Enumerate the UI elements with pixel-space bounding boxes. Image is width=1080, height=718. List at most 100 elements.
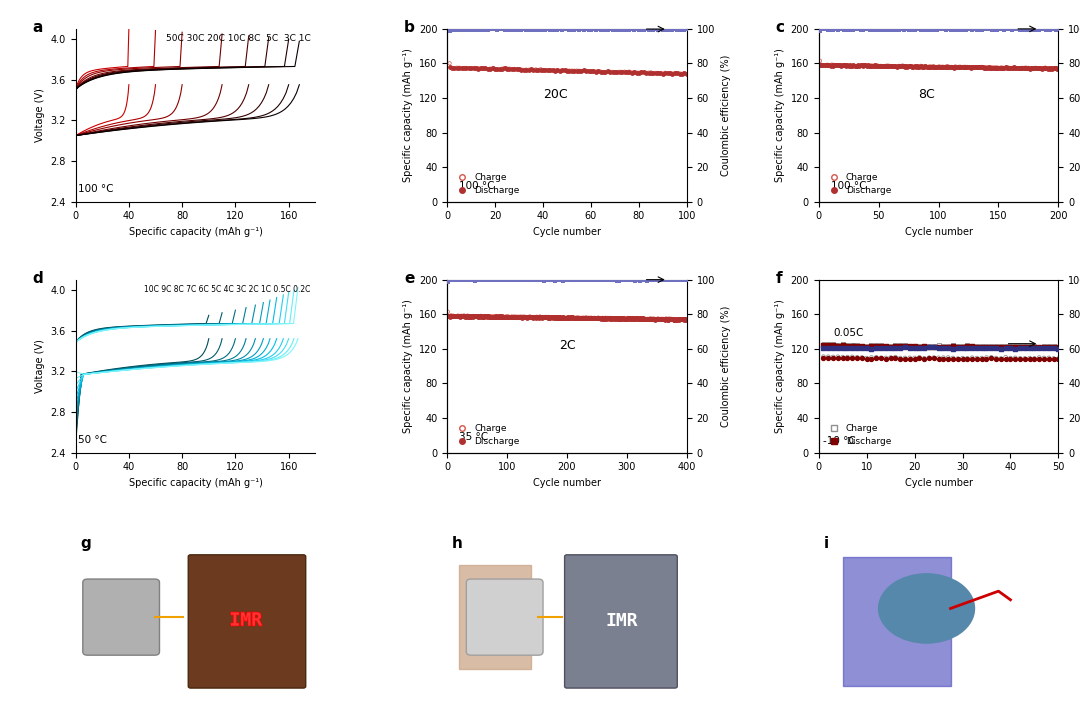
Point <box>557 274 575 286</box>
Point <box>459 310 476 322</box>
Point <box>453 310 470 322</box>
Point <box>949 353 967 365</box>
Point <box>618 313 635 325</box>
Point <box>606 313 623 325</box>
Point <box>1045 353 1063 364</box>
Point <box>536 312 553 323</box>
Point <box>567 312 584 324</box>
Point <box>453 310 470 322</box>
Point <box>849 353 866 364</box>
Point <box>824 338 841 350</box>
Point <box>577 312 594 324</box>
Point <box>973 353 990 364</box>
Point <box>666 314 684 325</box>
Point <box>463 310 481 322</box>
Point <box>530 275 548 286</box>
Point <box>929 61 946 73</box>
Point <box>993 340 1010 352</box>
Point <box>534 274 551 286</box>
Point <box>539 312 556 323</box>
Point <box>659 314 676 325</box>
Point <box>1038 62 1055 74</box>
Point <box>525 274 542 286</box>
Point <box>827 60 845 71</box>
Point <box>458 62 475 74</box>
Point <box>511 63 528 75</box>
Point <box>664 274 681 286</box>
Point <box>489 311 507 322</box>
Point <box>954 353 971 365</box>
Point <box>496 312 513 323</box>
Point <box>581 312 598 324</box>
Point <box>443 311 460 322</box>
Point <box>454 310 471 322</box>
Point <box>562 274 579 286</box>
Point <box>576 274 593 286</box>
Point <box>616 66 633 78</box>
Point <box>676 314 693 325</box>
Point <box>665 274 683 286</box>
Point <box>581 312 598 324</box>
Point <box>461 310 478 322</box>
Point <box>926 61 943 73</box>
Point <box>610 313 627 325</box>
Point <box>599 65 617 77</box>
Point <box>849 24 866 35</box>
Point <box>602 24 619 35</box>
Point <box>903 60 920 72</box>
Point <box>617 313 634 325</box>
Point <box>1010 62 1027 74</box>
Point <box>645 313 662 325</box>
Point <box>544 274 562 286</box>
Point <box>546 65 564 76</box>
Point <box>625 24 643 35</box>
Point <box>611 66 629 78</box>
Point <box>523 274 540 286</box>
Point <box>650 314 667 325</box>
Point <box>450 62 468 73</box>
Point <box>461 274 478 286</box>
Point <box>833 24 850 35</box>
Point <box>895 60 913 72</box>
Point <box>447 311 464 322</box>
Point <box>636 313 653 325</box>
Point <box>542 312 559 323</box>
Point <box>535 312 552 323</box>
Point <box>987 62 1004 73</box>
Point <box>993 354 1010 365</box>
Point <box>534 312 551 323</box>
Point <box>867 353 885 364</box>
Point <box>474 62 491 74</box>
Point <box>1042 24 1059 35</box>
Point <box>963 24 981 35</box>
Point <box>877 60 894 72</box>
Point <box>463 311 481 322</box>
Point <box>843 339 861 350</box>
Point <box>517 312 535 323</box>
Point <box>983 342 1000 353</box>
Point <box>829 24 847 35</box>
Point <box>571 312 589 324</box>
Point <box>495 311 512 322</box>
Point <box>1039 63 1056 75</box>
Point <box>484 274 501 286</box>
Point <box>877 353 894 364</box>
Point <box>540 311 557 322</box>
Point <box>841 60 859 71</box>
Point <box>872 60 889 72</box>
Point <box>467 310 484 322</box>
Point <box>488 311 505 322</box>
Point <box>580 312 597 323</box>
Point <box>984 24 1001 35</box>
Point <box>542 312 559 323</box>
Point <box>495 312 512 323</box>
Point <box>608 274 625 286</box>
Point <box>922 61 940 73</box>
Point <box>1049 63 1066 75</box>
Point <box>845 60 862 71</box>
Point <box>1050 342 1067 353</box>
Point <box>915 61 932 73</box>
Point <box>1002 353 1020 364</box>
Point <box>876 61 893 73</box>
Point <box>665 314 683 325</box>
